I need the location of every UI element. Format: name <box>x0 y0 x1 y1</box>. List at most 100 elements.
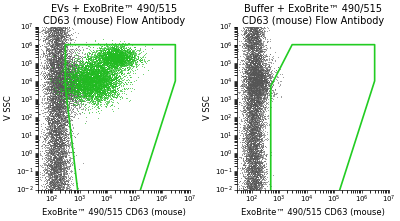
Point <box>56 150 62 154</box>
Point <box>88 81 94 85</box>
Point <box>255 92 261 95</box>
Point <box>104 59 110 62</box>
Point <box>248 100 254 103</box>
Point <box>256 165 263 169</box>
Point <box>248 137 255 140</box>
Point <box>47 61 54 65</box>
Point <box>52 60 59 63</box>
Point <box>257 65 264 69</box>
Point <box>62 161 68 165</box>
Point <box>246 92 252 96</box>
Point <box>244 52 250 56</box>
Point <box>52 93 58 96</box>
Point <box>51 170 57 174</box>
Point <box>254 107 261 110</box>
Point <box>54 41 61 45</box>
Point <box>60 118 67 122</box>
Point <box>91 102 97 105</box>
Point <box>85 82 92 85</box>
Point <box>81 90 88 93</box>
Point <box>92 89 99 92</box>
Point <box>250 116 257 120</box>
Point <box>60 79 66 83</box>
Point <box>104 66 110 70</box>
Point <box>260 25 267 29</box>
Point <box>47 57 53 60</box>
Point <box>47 85 54 89</box>
Point <box>104 73 110 76</box>
Point <box>111 63 117 67</box>
Point <box>112 90 119 93</box>
Point <box>67 82 74 85</box>
Point <box>50 170 56 173</box>
Point <box>57 95 64 99</box>
Point <box>61 104 67 107</box>
Point <box>253 84 259 88</box>
Point <box>55 149 62 152</box>
Point <box>74 70 81 74</box>
Point <box>118 51 125 55</box>
Point <box>59 119 66 122</box>
Point <box>112 82 118 86</box>
Point <box>86 70 92 73</box>
Point <box>118 46 124 49</box>
Point <box>56 71 62 74</box>
Point <box>108 81 115 85</box>
Point <box>245 65 252 68</box>
Point <box>98 69 105 72</box>
Point <box>244 89 250 93</box>
Point <box>92 69 98 72</box>
Point <box>265 65 271 69</box>
Point <box>124 50 130 53</box>
Point <box>84 83 90 86</box>
Point <box>45 91 52 95</box>
Point <box>112 48 118 52</box>
Point <box>258 92 265 96</box>
Point <box>69 74 75 78</box>
Point <box>101 89 107 93</box>
Point <box>58 100 65 103</box>
Point <box>47 82 54 85</box>
Point <box>56 82 62 86</box>
Point <box>80 62 86 66</box>
Point <box>53 126 59 129</box>
Point <box>62 109 68 113</box>
Point <box>48 95 55 99</box>
Point <box>55 83 62 86</box>
Point <box>249 67 256 71</box>
Point <box>60 132 67 135</box>
Point <box>245 39 251 42</box>
Point <box>49 167 55 170</box>
Point <box>54 68 60 71</box>
Point <box>77 111 83 115</box>
Point <box>51 88 57 91</box>
Point <box>95 80 101 83</box>
Point <box>56 44 63 48</box>
Point <box>258 180 264 184</box>
Point <box>48 164 55 167</box>
Point <box>49 122 55 126</box>
Point <box>242 110 248 114</box>
Point <box>56 36 62 40</box>
Point <box>137 51 144 55</box>
Point <box>48 99 54 103</box>
Point <box>86 78 92 81</box>
Point <box>247 109 254 112</box>
Point <box>248 78 255 81</box>
Point <box>83 60 89 63</box>
Point <box>114 51 120 55</box>
Point <box>251 86 258 90</box>
Point <box>109 81 116 84</box>
Point <box>59 141 65 144</box>
Point <box>54 112 61 116</box>
Point <box>112 47 118 51</box>
Point <box>50 168 57 172</box>
Point <box>73 64 79 68</box>
Point <box>60 118 66 122</box>
Point <box>252 94 259 98</box>
Point <box>94 73 100 76</box>
Point <box>64 74 70 77</box>
Point <box>81 97 88 101</box>
Point <box>52 86 59 90</box>
Point <box>114 87 120 90</box>
